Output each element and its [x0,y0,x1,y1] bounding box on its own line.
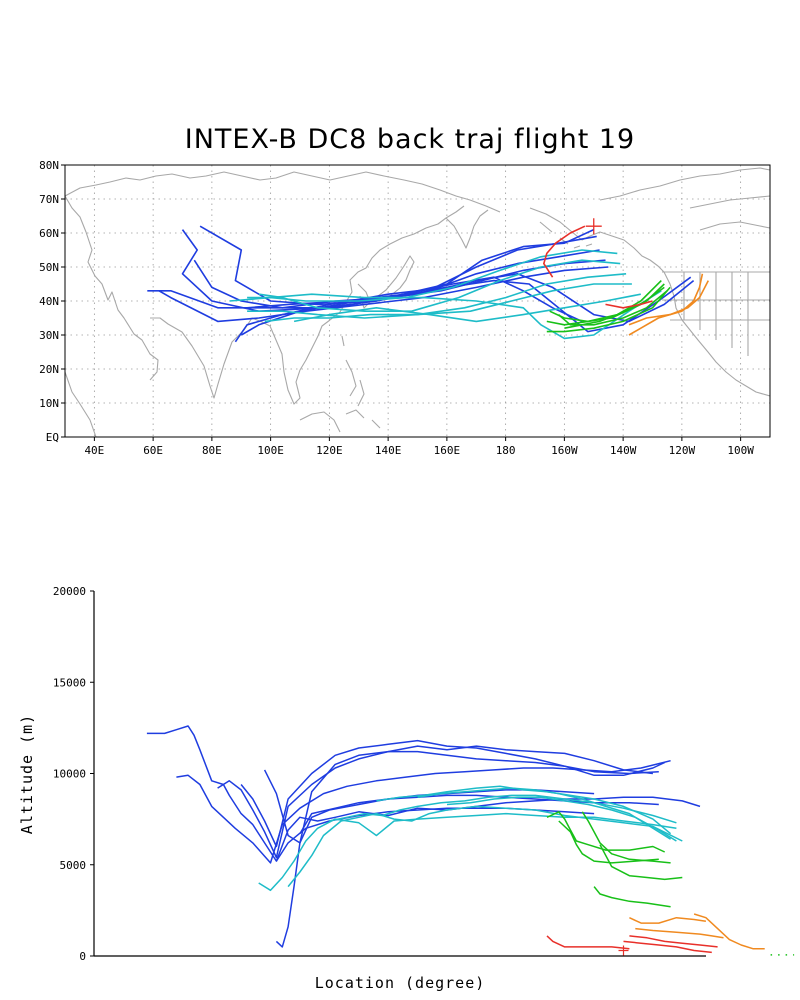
altitude-trajectory-blue-2 [217,745,653,859]
map-trajectory-cyan-11 [247,283,632,319]
altitude-trajectory-orange-19 [629,916,707,924]
coastline-indochina [269,319,331,405]
map-trajectory-blue-5 [234,276,692,343]
altitude-y-tick-label: 5000 [60,859,87,872]
map-x-tick-label: 80E [202,444,222,457]
map-trajectory-cyan-12 [293,293,641,323]
map-trajectory-red-21 [543,225,586,278]
altitude-trajectories [146,725,795,956]
coastline-philippines [341,335,365,407]
map-trajectories [147,218,710,343]
map-y-tick-label: 10N [39,397,59,410]
coastline-africa-arabia [65,195,159,437]
altitude-trajectory-cyan-8 [258,812,677,892]
altitude-y-tick-label: 15000 [53,676,86,689]
map-x-tick-label: 160W [551,444,578,457]
coastline-map [65,167,770,437]
trajectory-map-panel: 40E 60E 80E 100E 120E 140E 160E 180 160W 140W 120W… [39,159,771,457]
map-x-tick-label: 140E [375,444,402,457]
altitude-trajectory-green-14 [546,811,666,853]
map-trajectory-orange-20 [628,280,710,326]
altitude-trajectory-orange-20 [635,927,724,939]
coastline-kamchatka [445,209,489,249]
coastline-east-asia [329,205,465,321]
altitude-trajectory-green-15 [558,820,659,864]
altitude-trajectory-red-24 [623,940,712,954]
map-y-tick-label: 20N [39,363,59,376]
altitude-trajectory-red-23 [629,935,718,948]
coastline-alaska [529,207,665,273]
altitude-tick-labels: 0 5000 10000 15000 20000 [53,585,94,963]
coastline-aleutians [539,221,593,249]
map-gridlines [65,165,770,437]
altitude-trajectory-orange-21 [693,913,765,950]
altitude-trajectory-blue-1 [176,759,671,864]
map-x-tick-label: 60E [143,444,163,457]
map-trajectory-orange-19 [628,273,704,336]
map-y-tick-label: 70N [39,193,59,206]
map-origin-marker [585,218,602,235]
map-x-tick-label: 140W [610,444,637,457]
altitude-trajectory-green-17 [599,844,683,881]
altitude-y-tick-label: 0 [79,950,86,963]
map-x-tick-label: 120E [316,444,343,457]
map-x-tick-label: 120W [669,444,696,457]
altitude-trajectory-cyan-10 [329,794,677,824]
map-trajectory-green-16 [557,290,668,326]
coastline-canada-arctic [599,167,770,231]
map-trajectory-red-22 [605,300,653,309]
map-x-tick-label: 180 [496,444,516,457]
map-y-tick-label: 40N [39,295,59,308]
altitude-trajectory-blue-5 [275,789,595,948]
altitude-x-label: Location (degree) [315,974,486,992]
altitude-trajectory-red-22 [546,935,630,950]
map-trajectory-blue-1 [181,229,597,312]
map-trajectory-cyan-13 [229,290,662,340]
map-trajectory-blue-4 [158,266,609,323]
map-y-tick-label: EQ [46,431,59,444]
map-y-tick-label: 80N [39,159,59,172]
chart-title: INTEX-B DC8 back traj flight 19 [185,124,636,155]
map-y-tick-label: 50N [39,261,59,274]
map-trajectory-blue-2 [199,225,600,306]
coastline-india [150,317,271,399]
map-x-tick-label: 160E [434,444,461,457]
map-x-tick-label: 100W [727,444,754,457]
coastline-north-america-west [663,271,770,397]
altitude-trajectory-green-16 [581,811,671,864]
map-trajectory-blue-7 [247,276,583,323]
map-y-tick-label: 30N [39,329,59,342]
altitude-trajectory-cyan-13 [446,796,677,842]
altitude-panel: 0 5000 10000 15000 20000 Altitude (m) Locati… [18,585,795,992]
altitude-y-tick-label: 10000 [53,768,86,781]
coastline-indonesia [299,409,381,433]
altitude-trajectory-cyan-9 [287,805,683,888]
map-trajectory-green-18 [564,280,662,329]
map-trajectory-blue-6 [240,273,695,336]
map-trajectory-cyan-9 [258,259,621,312]
map-trajectory-blue-0 [147,228,595,309]
map-y-tick-label: 60N [39,227,59,240]
altitude-trajectory-green-18 [593,886,671,908]
map-x-tick-label: 40E [84,444,104,457]
map-x-tick-label: 100E [257,444,284,457]
altitude-y-tick-label: 20000 [53,585,86,598]
us-borders [662,271,770,356]
altitude-y-label: Altitude (m) [18,714,36,834]
map-trajectory-green-17 [546,286,671,333]
coastline-arctic-asia [65,171,501,213]
altitude-trajectory-blue-4 [263,750,666,844]
altitude-trajectory-cyan-11 [376,785,672,835]
coastline-japan [377,255,415,301]
altitude-origin-marker [618,945,629,956]
map-tick-labels: 40E 60E 80E 100E 120E 140E 160E 180 160W 140W 120W… [39,159,754,457]
